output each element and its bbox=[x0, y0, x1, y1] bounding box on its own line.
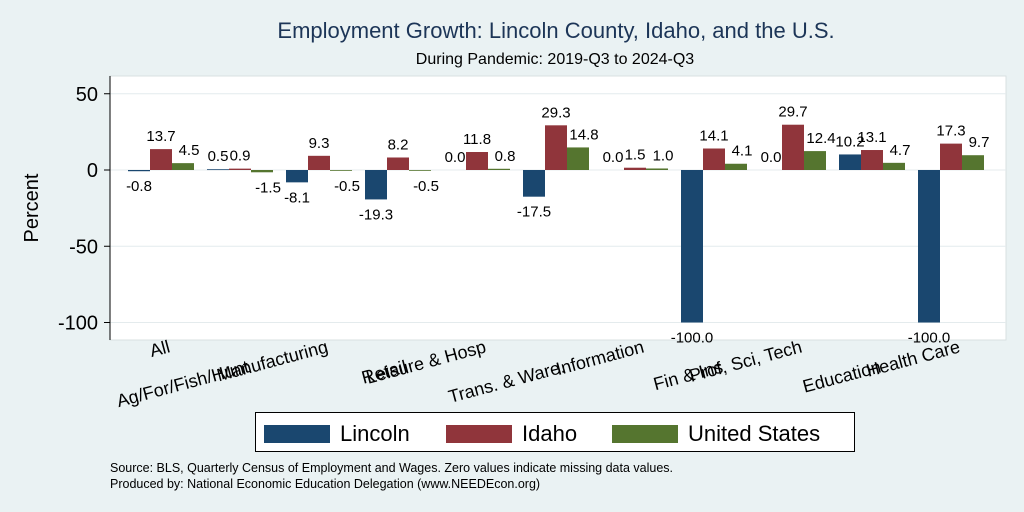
data-label-united-states: 0.8 bbox=[495, 148, 516, 165]
bar-idaho bbox=[308, 155, 330, 170]
chart-legend: Lincoln Idaho United States bbox=[255, 412, 855, 452]
bar-united-states bbox=[330, 170, 352, 171]
bar-united-states bbox=[251, 170, 273, 173]
x-tick-label: Manufacturing bbox=[215, 337, 330, 386]
data-label-united-states: -0.5 bbox=[413, 178, 439, 195]
y-tick-label: -100 bbox=[58, 313, 98, 335]
bar-idaho bbox=[703, 148, 725, 170]
data-label-united-states: 4.1 bbox=[732, 143, 753, 160]
data-label-united-states: 9.7 bbox=[969, 134, 990, 151]
bar-united-states bbox=[725, 163, 747, 170]
bar-lincoln bbox=[286, 170, 308, 183]
legend-label-lincoln: Lincoln bbox=[340, 421, 410, 446]
chart-title: Employment Growth: Lincoln County, Idaho… bbox=[277, 18, 835, 43]
data-label-idaho: 1.5 bbox=[625, 147, 646, 164]
bar-lincoln bbox=[523, 170, 545, 197]
data-label-idaho: 9.3 bbox=[309, 135, 330, 152]
y-axis-label: Percent bbox=[21, 173, 43, 242]
bar-idaho bbox=[624, 167, 646, 170]
bar-united-states bbox=[172, 163, 194, 170]
data-label-united-states: 4.7 bbox=[890, 142, 911, 159]
data-label-idaho: 8.2 bbox=[388, 136, 409, 153]
data-label-united-states: 12.4 bbox=[806, 130, 835, 147]
data-label-lincoln: -0.8 bbox=[126, 178, 152, 195]
bar-united-states bbox=[962, 155, 984, 170]
data-label-idaho: 29.7 bbox=[778, 104, 807, 121]
y-tick-label: 50 bbox=[76, 84, 98, 106]
bar-united-states bbox=[883, 162, 905, 170]
data-label-united-states: 14.8 bbox=[569, 126, 598, 143]
legend-swatch-united-states bbox=[612, 425, 678, 443]
data-label-lincoln: -100.0 bbox=[671, 330, 714, 347]
data-label-idaho: 29.3 bbox=[541, 104, 570, 121]
data-label-lincoln: -17.5 bbox=[517, 204, 551, 221]
plot-area bbox=[109, 75, 1007, 341]
chart-footer: Source: BLS, Quarterly Census of Employm… bbox=[110, 460, 673, 492]
data-label-lincoln: 0.0 bbox=[761, 149, 782, 166]
x-tick-label: Information bbox=[554, 337, 646, 380]
bar-idaho bbox=[545, 125, 567, 170]
bar-idaho bbox=[387, 157, 409, 170]
data-label-lincoln: -8.1 bbox=[284, 189, 310, 206]
data-label-united-states: 1.0 bbox=[653, 147, 674, 164]
data-label-idaho: 0.9 bbox=[230, 148, 251, 165]
x-tick-label: Trans. & Ware. bbox=[446, 357, 567, 407]
data-label-united-states: 4.5 bbox=[179, 142, 200, 159]
data-label-united-states: -0.5 bbox=[334, 178, 360, 195]
producer-note: Produced by: National Economic Education… bbox=[110, 477, 541, 491]
data-label-idaho: 13.7 bbox=[146, 128, 175, 145]
data-label-lincoln: -19.3 bbox=[359, 206, 393, 223]
bar-united-states bbox=[804, 151, 826, 170]
bar-idaho bbox=[466, 152, 488, 170]
legend-label-idaho: Idaho bbox=[522, 421, 578, 446]
legend-label-united-states: United States bbox=[688, 421, 821, 446]
legend-swatch-lincoln bbox=[264, 425, 330, 443]
data-label-united-states: -1.5 bbox=[255, 179, 281, 196]
y-tick-label: -50 bbox=[69, 236, 98, 258]
data-label-lincoln: 0.0 bbox=[603, 149, 624, 166]
data-label-lincoln: -100.0 bbox=[908, 330, 951, 347]
bar-united-states bbox=[646, 168, 668, 170]
bar-idaho bbox=[150, 149, 172, 170]
data-label-lincoln: 0.0 bbox=[445, 149, 466, 166]
data-label-lincoln: 0.5 bbox=[208, 148, 229, 165]
bar-lincoln bbox=[918, 170, 940, 323]
bar-lincoln bbox=[839, 154, 861, 170]
data-label-idaho: 11.8 bbox=[463, 131, 491, 148]
data-label-idaho: 14.1 bbox=[699, 127, 728, 144]
legend-swatch-idaho bbox=[446, 425, 512, 443]
data-label-lincoln: 10.2 bbox=[835, 133, 864, 150]
bar-united-states bbox=[488, 168, 510, 170]
bar-idaho bbox=[782, 124, 804, 170]
bar-idaho bbox=[940, 143, 962, 170]
source-note: Source: BLS, Quarterly Census of Employm… bbox=[110, 461, 674, 475]
bar-united-states bbox=[567, 147, 589, 170]
chart-subtitle: During Pandemic: 2019-Q3 to 2024-Q3 bbox=[415, 51, 695, 68]
bar-lincoln bbox=[365, 170, 387, 200]
y-tick-label: 0 bbox=[87, 160, 98, 182]
bar-idaho bbox=[861, 150, 883, 170]
bar-lincoln bbox=[207, 169, 229, 171]
data-label-idaho: 13.1 bbox=[857, 129, 886, 146]
bar-idaho bbox=[229, 168, 251, 170]
bar-lincoln bbox=[128, 170, 150, 172]
data-label-idaho: 17.3 bbox=[936, 123, 965, 140]
bar-united-states bbox=[409, 170, 431, 171]
bar-lincoln bbox=[681, 170, 703, 323]
